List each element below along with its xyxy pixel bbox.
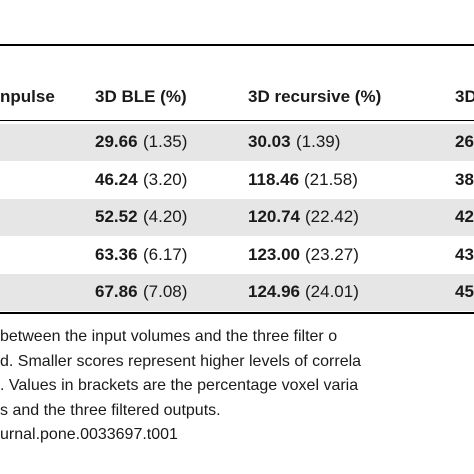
cell-bracket: (1.39) bbox=[296, 132, 341, 151]
cell-bracket: (21.58) bbox=[304, 169, 358, 189]
cell-bracket: (3.20) bbox=[143, 169, 188, 189]
cell-bracket: (6.17) bbox=[143, 244, 188, 264]
cell-value: 26 bbox=[455, 132, 474, 151]
cell-value: 46.24 bbox=[95, 169, 138, 189]
row-band bbox=[0, 274, 474, 311]
cell-value: 118.46 bbox=[248, 169, 300, 189]
cell-bracket: (1.35) bbox=[143, 132, 188, 151]
caption-line: between the input volumes and the three … bbox=[0, 328, 338, 345]
cell-value: 52.52 bbox=[95, 207, 138, 226]
cell-value: 38 bbox=[455, 169, 474, 189]
cell-value: 45 bbox=[455, 282, 474, 301]
row-band bbox=[0, 124, 474, 161]
cell-value: 29.66 bbox=[95, 132, 138, 151]
cell-bracket: (22.42) bbox=[305, 207, 359, 226]
cell-value: 124.96 bbox=[248, 282, 300, 301]
header-cell: 3D bbox=[455, 87, 474, 106]
cell-value: 120.74 bbox=[248, 207, 300, 226]
caption-line: . Values in brackets are the percentage … bbox=[0, 377, 359, 394]
header-cell: 3D recursive (%) bbox=[248, 87, 382, 106]
caption-line: d. Smaller scores represent higher level… bbox=[0, 352, 362, 370]
cell-bracket: (23.27) bbox=[305, 244, 359, 264]
cell-value: 43 bbox=[455, 244, 474, 264]
header-rule bbox=[0, 120, 474, 121]
cell-value: 30.03 bbox=[248, 132, 291, 151]
top-rule bbox=[0, 44, 474, 46]
header-cell: 3D BLE (%) bbox=[95, 87, 187, 106]
cell-bracket: (4.20) bbox=[143, 207, 188, 226]
cell-value: 67.86 bbox=[95, 282, 138, 301]
cell-value: 63.36 bbox=[95, 244, 138, 264]
header-cell: npulse bbox=[0, 87, 55, 106]
caption-line: urnal.pone.0033697.t001 bbox=[0, 426, 178, 443]
cell-bracket: (24.01) bbox=[305, 282, 359, 301]
caption-line: s and the three filtered outputs. bbox=[0, 401, 221, 419]
cell-value: 42 bbox=[455, 207, 474, 226]
cell-bracket: (7.08) bbox=[143, 282, 188, 301]
row-band bbox=[0, 199, 474, 236]
bottom-rule bbox=[0, 312, 474, 314]
cell-value: 123.00 bbox=[248, 244, 300, 264]
